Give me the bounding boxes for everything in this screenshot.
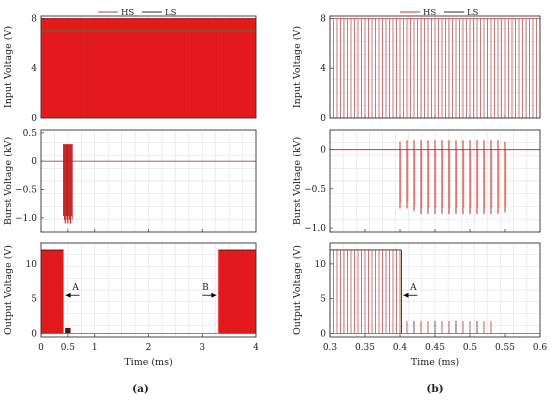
panel-a-xtick-label: 4 [253,343,259,353]
panel-a-sub1-ytick-label: 4 [31,64,37,74]
panel-b-sub3-ytick-label: 10 [315,260,327,270]
panel-a-legend-ls-label: LS [165,8,177,18]
panel-b-sub2-ylabel: Burst Voltage (kV) [292,137,303,225]
panel-a-sub2-ytick-label: 0.5 [23,129,38,139]
panel-a-sub1-ytick-label: 0 [31,114,37,124]
panel-a-xtick-label: 3 [199,343,205,353]
panel-a-sub3-ytick-label: 5 [31,295,37,305]
panel-b-xtick-label: 0.4 [393,343,408,353]
panel-a-sub2-ytick-label: −0.5 [15,186,37,196]
panel-a-sub3-annotation-label: A [71,283,79,293]
panel-a-xtick-label: 0.5 [61,343,76,353]
panel-a-sub1-ytick-label: 8 [31,14,37,24]
panel-a-sub3-residual [65,327,71,334]
panel-a-sub3-annotation-label: B [202,283,209,293]
panel-b-xtick-label: 0.35 [355,343,375,353]
panel-a-sub3-ylabel: Output Voltage (V) [3,245,14,335]
panel-a-sub3-annotation-arrowhead [211,292,217,298]
panel-b-sub1-ylabel: Input Voltage (V) [292,26,303,108]
panel-a-sub1-ylabel: Input Voltage (V) [3,26,14,108]
panel-a-sub3-annotation-arrowhead [65,292,71,298]
panel-a-xtick-label: 0 [38,343,44,353]
panel-b-xlabel: Time (ms) [411,357,459,368]
panel-b-sub2-ytick-label: −0.5 [304,185,326,195]
panel-b-sub1-border [329,15,541,119]
panel-b-sub3-ylabel: Output Voltage (V) [292,245,303,335]
panel-a-sub3-border [40,242,257,338]
panel-a-legend-hs-label: HS [121,8,134,18]
panel-b-sub3-ytick-label: 0 [320,330,326,340]
panel-b-sub2-ytick-label: −1.0 [304,224,326,234]
panel-b-sub1-ytick-label: 0 [320,114,326,124]
panel-b-sub3-annotation-arrowhead [403,292,409,298]
panel-a-sub3-ytick-label: 10 [26,260,38,270]
panel-a-sub3-ytick-label: 0 [31,330,37,340]
panel-a-sub2-ytick-label: −1.0 [15,214,37,224]
panel-a-sub2-ylabel: Burst Voltage (kV) [3,137,14,225]
panel-b-legend-ls-label: LS [467,8,479,18]
panel-b-sub2-border [329,129,541,233]
panel-a-xtick-label: 1 [92,343,98,353]
panel-a-xlabel: Time (ms) [124,357,172,368]
panel-b-xtick-label: 0.6 [533,343,548,353]
panel-a-sub2-border [40,129,257,233]
panel-b-xtick-label: 0.5 [463,343,478,353]
panel-b-sub3-ytick-label: 5 [320,295,326,305]
panel-a-sub-label: (a) [132,383,149,395]
panel-b-xtick-label: 0.55 [495,343,515,353]
panel-a-sub2-ytick-label: 0 [31,157,37,167]
panel-b-sub1-ytick-label: 8 [320,14,326,24]
panel-b-sub3-annotation-label: A [409,283,417,293]
panel-b-xtick-label: 0.3 [323,343,338,353]
panel-b-sub3-border [329,242,541,338]
panel-b-legend-hs-label: HS [423,8,436,18]
panel-b-sub-label: (b) [426,383,443,395]
panel-b-sub2-ytick-label: 0 [320,146,326,156]
panel-a-sub1-border [40,15,257,119]
panel-b-sub1-ytick-label: 4 [320,64,326,74]
panel-a-xtick-label: 2 [146,343,152,353]
panel-b-xtick-label: 0.45 [425,343,445,353]
